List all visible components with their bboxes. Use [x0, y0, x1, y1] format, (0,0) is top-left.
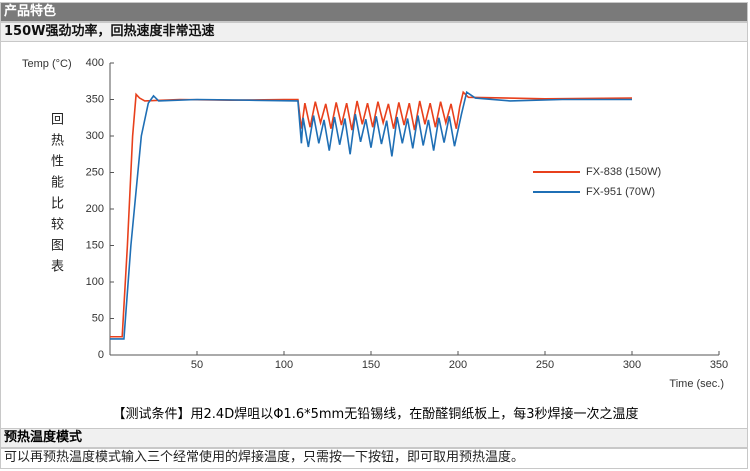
y-tick-label: 300 — [86, 130, 104, 142]
y-tick-label: 250 — [86, 166, 104, 178]
y-axis-label: Temp (°C) — [22, 58, 72, 70]
x-tick-label: 150 — [362, 359, 380, 371]
x-axis-label: Time (sec.) — [669, 378, 724, 390]
y-tick-label: 50 — [92, 312, 104, 324]
y-tick-label: 0 — [98, 349, 104, 361]
x-tick-label: 50 — [191, 359, 203, 371]
chart-label: 回热性能比较图表 — [48, 112, 63, 280]
y-tick-label: 200 — [86, 203, 104, 215]
y-tick-label: 150 — [86, 239, 104, 251]
series-line — [110, 90, 633, 338]
legend-label: FX-838 (150W) — [586, 166, 661, 178]
chart: Temp (°C) Time (sec.) 0 50 100 150 200 250 300… — [22, 57, 728, 390]
series-line — [110, 90, 632, 340]
chart-frame — [0, 42, 748, 404]
section-title: 预热温度模式 — [0, 428, 748, 448]
x-tick-label: 300 — [623, 359, 641, 371]
caption: 【测试条件】用2.4D焊咀以Φ1.6*5mm无铅锡线，在酚醛铜纸板上，每3秒焊接… — [0, 404, 748, 428]
y-tick-label: 350 — [86, 93, 104, 105]
legend-label: FX-951 (70W) — [586, 186, 655, 198]
y-tick-label: 100 — [86, 276, 104, 288]
x-tick-label: 200 — [449, 359, 467, 371]
section-title: 150W强劲功率，回热速度非常迅速 — [0, 22, 748, 42]
y-tick-label: 400 — [86, 57, 104, 69]
section-text: 可以再预热温度模式输入三个经常使用的焊接温度，只需按一下按钮，即可取用预热温度。 — [0, 448, 748, 469]
x-tick-label: 100 — [275, 359, 293, 371]
x-tick-label: 250 — [536, 359, 554, 371]
x-tick-label: 350 — [710, 359, 728, 371]
header-title: 产品特色 — [0, 2, 748, 22]
